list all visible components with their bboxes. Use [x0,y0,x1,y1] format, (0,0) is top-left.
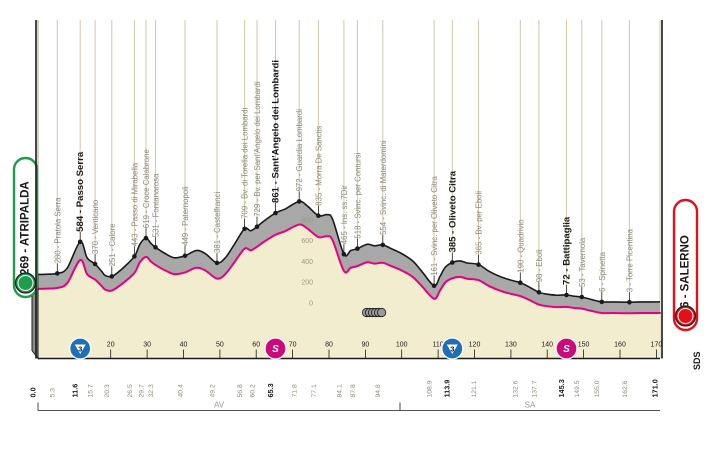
svg-text:280 - Pratola Serra: 280 - Pratola Serra [53,197,62,264]
svg-text:251 - Calore: 251 - Calore [108,223,117,266]
svg-text:113.9: 113.9 [443,380,452,398]
svg-text:50: 50 [216,342,224,349]
svg-text:60: 60 [252,342,260,349]
svg-text:6 - SALERNO: 6 - SALERNO [680,235,692,308]
svg-text:443 - Passo di Mirabella: 443 - Passo di Mirabella [130,162,139,246]
svg-text:65.3: 65.3 [266,383,275,397]
svg-text:381 - Castelfranci: 381 - Castelfranci [213,192,222,253]
svg-text:365 - Bv. per Eboli: 365 - Bv. per Eboli [475,191,484,255]
svg-text:77.1: 77.1 [311,384,318,397]
svg-text:84.1: 84.1 [336,384,343,397]
svg-text:130: 130 [505,342,517,349]
svg-text:120: 120 [469,342,481,349]
svg-text:370 - Venticano: 370 - Venticano [91,199,100,254]
svg-text:0.0: 0.0 [28,387,37,397]
svg-text:56.8: 56.8 [237,384,244,397]
svg-text:40: 40 [180,342,188,349]
svg-text:29.7: 29.7 [138,384,145,397]
svg-text:3: 3 [78,345,82,354]
svg-text:465 - Ins. ss.7Dir: 465 - Ins. ss.7Dir [340,185,349,244]
svg-text:400: 400 [301,259,313,266]
svg-text:98 - Eboli: 98 - Eboli [535,249,544,282]
svg-text:171.0: 171.0 [650,379,659,397]
svg-text:619 - Croce Calabrone: 619 - Croce Calabrone [142,149,151,228]
svg-text:40.4: 40.4 [177,384,184,397]
svg-text:SA: SA [525,401,536,410]
svg-text:108.9: 108.9 [427,380,434,397]
svg-text:5.3: 5.3 [50,388,57,398]
svg-text:49.2: 49.2 [209,384,216,397]
svg-text:S: S [272,344,279,355]
svg-text:518 - Svinc. per Contursi: 518 - Svinc. per Contursi [353,153,362,239]
svg-text:155.0: 155.0 [594,380,601,397]
svg-text:729 - Bv. per Sant'Angelo dei: 729 - Bv. per Sant'Angelo dei Lombardi [253,81,262,217]
svg-text:449 - Paternopoli: 449 - Paternopoli [181,186,190,246]
svg-text:15.7: 15.7 [88,384,95,397]
svg-text:162.6: 162.6 [622,380,629,397]
svg-text:269 - ATRIPALDA: 269 - ATRIPALDA [20,181,32,275]
svg-text:161 - Svinc. per Oliveto Citra: 161 - Svinc. per Oliveto Citra [430,175,439,275]
svg-text:94.8: 94.8 [375,384,382,397]
svg-text:800: 800 [301,217,313,224]
svg-text:11.6: 11.6 [71,384,80,398]
svg-text:121.1: 121.1 [471,380,478,397]
svg-text:100: 100 [396,342,408,349]
svg-text:SDS: SDS [692,351,702,370]
svg-text:150: 150 [578,342,590,349]
svg-text:20: 20 [107,342,115,349]
svg-text:26.5: 26.5 [127,384,134,397]
svg-text:137.7: 137.7 [531,380,538,397]
svg-text:170: 170 [651,342,663,349]
svg-text:20.3: 20.3 [104,384,111,397]
svg-text:554 - Svinc. di Materdomini: 554 - Svinc. di Materdomini [379,140,388,235]
svg-text:30: 30 [143,342,151,349]
svg-text:87.8: 87.8 [350,384,357,397]
svg-text:S: S [563,344,570,355]
svg-text:709 - Bv. di Torella dei Lomba: 709 - Bv. di Torella dei Lombardi [241,107,250,218]
svg-text:145.3: 145.3 [557,379,566,397]
svg-text:600: 600 [301,238,313,245]
svg-text:385 - Oliveto Citra: 385 - Oliveto Citra [447,170,458,252]
svg-text:972 - Guardia Lombardi: 972 - Guardia Lombardi [295,109,304,192]
svg-text:861 - Sant'Angelo dei Lombardi: 861 - Sant'Angelo dei Lombardi [271,60,282,203]
svg-text:3: 3 [450,345,454,354]
svg-text:140: 140 [541,342,553,349]
svg-text:531 - Fontanarosa: 531 - Fontanarosa [152,173,161,237]
svg-text:71.8: 71.8 [292,384,299,397]
svg-text:584 - Passo Serra: 584 - Passo Serra [75,151,86,232]
svg-text:70: 70 [289,342,297,349]
svg-text:835 - Morra De Sanctis: 835 - Morra De Sanctis [314,125,323,205]
svg-text:60.2: 60.2 [249,384,256,397]
svg-text:32.3: 32.3 [148,384,155,397]
svg-text:149.5: 149.5 [574,380,581,397]
svg-text:160: 160 [614,342,626,349]
svg-text:0: 0 [309,301,313,308]
svg-text:3 - Torre Picentina: 3 - Torre Picentina [625,228,634,292]
svg-text:132.6: 132.6 [513,380,520,397]
svg-text:53 - Tavernola: 53 - Tavernola [578,237,587,287]
svg-text:90: 90 [362,342,370,349]
svg-text:6 - Spinetta: 6 - Spinetta [598,251,607,292]
svg-text:190 - Quadrivio: 190 - Quadrivio [516,219,525,273]
svg-text:72 - Battipaglia: 72 - Battipaglia [562,216,573,285]
svg-text:80: 80 [325,342,333,349]
svg-text:200: 200 [301,280,313,287]
svg-text:AV: AV [214,401,225,410]
